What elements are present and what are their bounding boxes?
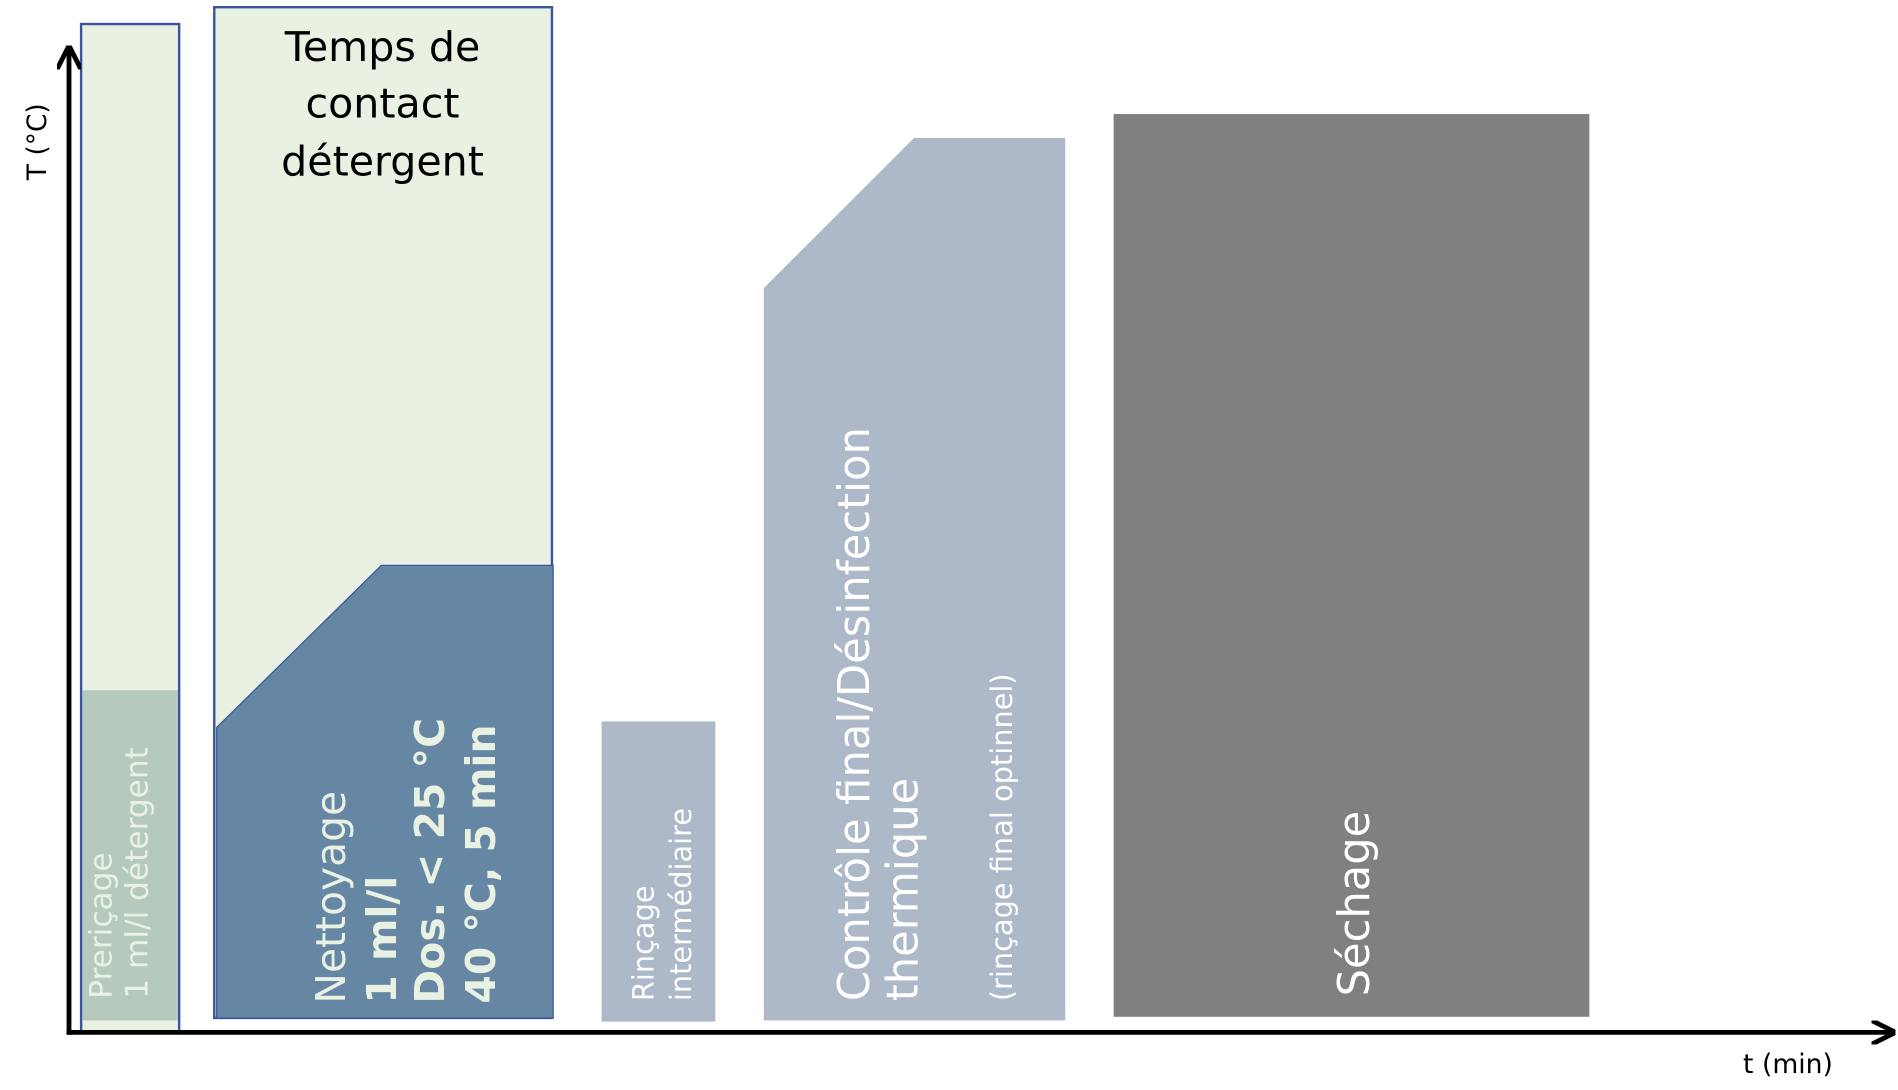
contact-text: contact <box>306 80 460 128</box>
contact-text: Temps de <box>284 23 481 71</box>
controle-box <box>763 138 1066 1021</box>
stage-text: intermédiaire <box>664 808 698 1001</box>
stage-text: Preriçage <box>83 852 119 998</box>
stage-text: 1 ml/l détergent <box>120 747 156 999</box>
contact-text: détergent <box>281 137 484 185</box>
nettoyage-fill <box>216 564 554 1019</box>
stage-text: Séchage <box>1330 811 1380 997</box>
stage-text: Nettoyage <box>307 791 355 1004</box>
prerincage-fill <box>82 690 178 1021</box>
stage-text: (rinçage final optinnel) <box>985 673 1019 1001</box>
stage-text: 1 ml/l <box>358 876 406 1004</box>
stage-text: Dos. < 25 °C <box>406 718 454 1004</box>
stage-text: Contrôle final/Désinfection <box>830 427 880 1001</box>
x-axis-label: t (min) <box>1743 1049 1833 1080</box>
rincage-box <box>601 721 716 1022</box>
sechage-box <box>1113 114 1590 1017</box>
stage-text: Rinçage <box>627 885 661 1001</box>
stage-text: thermique <box>878 778 928 1001</box>
stage-text: 40 °C, 5 min <box>457 724 505 1003</box>
y-axis-label: T (°C) <box>22 103 53 181</box>
